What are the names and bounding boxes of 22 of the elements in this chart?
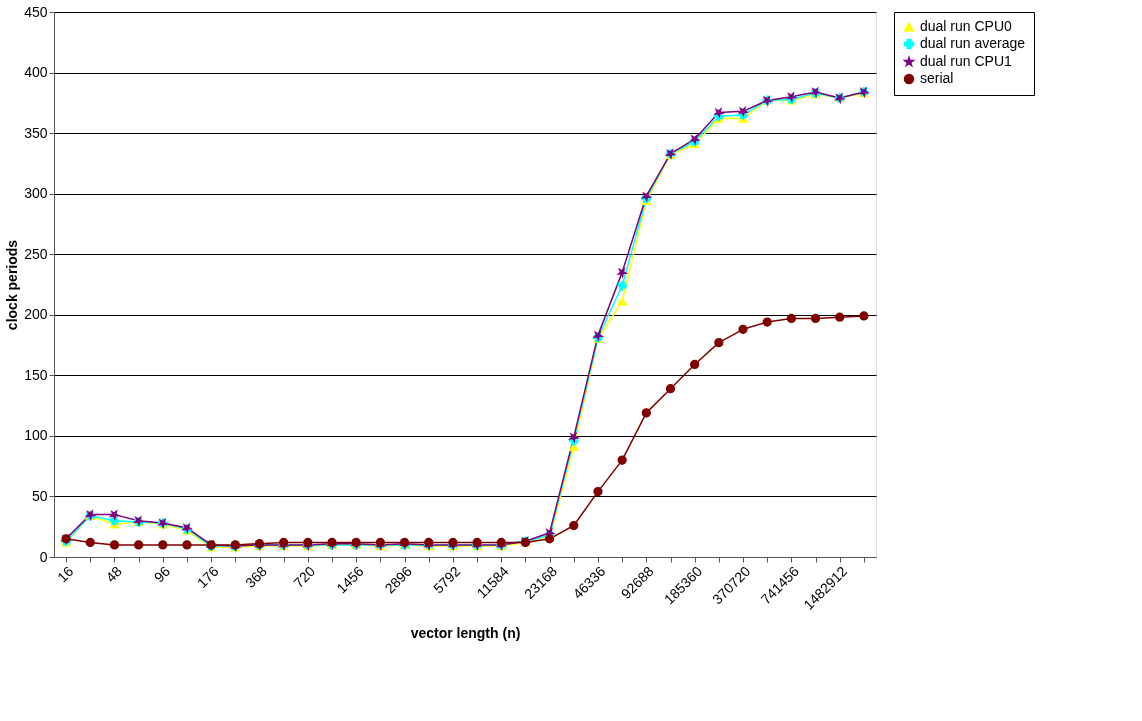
x-axis-title: vector length (n) (410, 624, 521, 641)
legend-label: dual run CPU1 (920, 53, 1013, 69)
x-tick-label: 720 (290, 562, 319, 591)
y-tick-label: 100 (24, 427, 48, 444)
y-tick-label: 350 (24, 124, 48, 141)
x-tick-label: 48 (102, 562, 125, 586)
x-tick-label: 16 (54, 562, 77, 586)
y-tick-label: 50 (31, 487, 48, 504)
legend-label: dual run CPU0 (920, 18, 1013, 34)
y-tick-label: 450 (24, 3, 48, 20)
y-tick-label: 250 (24, 245, 48, 262)
y-tick-label: 200 (24, 306, 48, 323)
y-tick-label: 300 (24, 185, 48, 202)
y-tick-label: 400 (24, 64, 48, 81)
y-axis-title: clock periods (4, 239, 21, 331)
legend-label: dual run average (920, 35, 1026, 51)
x-tick-label: 368 (242, 562, 271, 591)
legend-label: serial (920, 70, 954, 86)
y-tick-label: 150 (24, 366, 48, 383)
x-tick-label: 176 (193, 562, 222, 591)
y-tick-label: 0 (39, 548, 48, 565)
x-tick-label: 96 (150, 562, 174, 586)
